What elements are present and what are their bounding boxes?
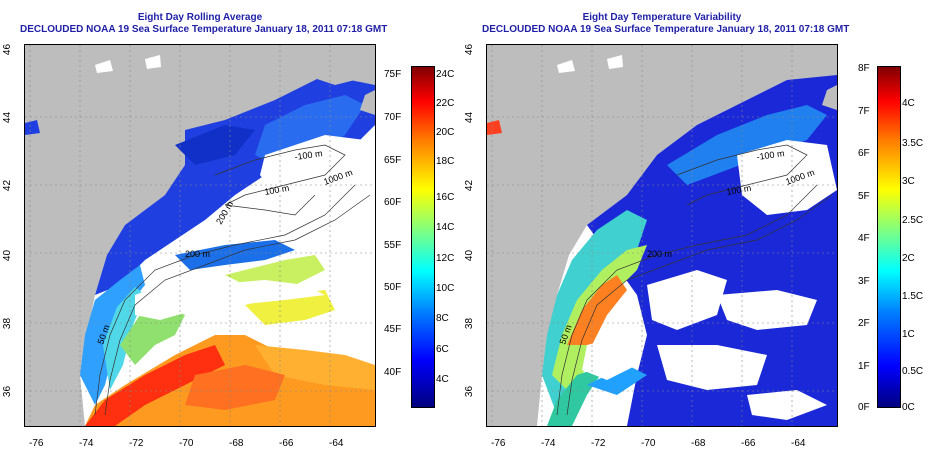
left-cb-f-label: 65F (384, 155, 402, 166)
right-cb-f-label: 3F (858, 276, 870, 287)
left-x-tick: -70 (179, 438, 194, 449)
left-x-tick: -72 (129, 438, 144, 449)
right-cb-f-label: 1F (858, 361, 870, 372)
left-cb-c-label: 24C (436, 69, 455, 80)
left-x-tick: -64 (329, 438, 344, 449)
left-cb-c-label: 12C (436, 253, 455, 264)
left-cb-c-label: 16C (436, 192, 455, 203)
right-cb-f-label: 2F (858, 318, 870, 329)
left-y-tick: 46 (2, 43, 14, 56)
right-contour-label: -100 m (756, 148, 785, 162)
sst-variability-map-svg: -100 m 1000 m 100 m 200 m 50 m (487, 45, 837, 426)
right-cb-f-label: 0F (858, 402, 870, 413)
left-contour-label: 100 m (264, 183, 290, 197)
left-y-tick: 44 (2, 111, 14, 124)
right-cb-f-label: 6F (858, 148, 870, 159)
right-cb-f-label: 5F (858, 191, 870, 202)
right-x-tick: -70 (641, 438, 656, 449)
left-y-tick: 38 (2, 317, 14, 330)
right-y-tick: 36 (464, 385, 476, 398)
left-x-tick: -76 (29, 438, 44, 449)
right-x-tick: -76 (491, 438, 506, 449)
left-contour-label: -100 m (294, 148, 323, 162)
right-cb-f-label: 7F (858, 106, 870, 117)
right-cb-f-label: 4F (858, 233, 870, 244)
left-y-tick: 42 (2, 179, 14, 192)
left-cb-c-label: 10C (436, 283, 455, 294)
right-y-tick: 38 (464, 317, 476, 330)
left-cb-c-label: 22C (436, 98, 455, 109)
sst-average-map: -100 m 1000 m 200 m 100 m 50 m 200 m (24, 44, 376, 427)
left-cb-c-label: 14C (436, 222, 455, 233)
right-x-tick: -74 (541, 438, 556, 449)
left-cb-f-label: 50F (384, 282, 402, 293)
right-contour-label: 200 m (647, 249, 672, 259)
left-title-line2: DECLOUDED NOAA 19 Sea Surface Temperatur… (20, 24, 388, 35)
left-x-tick: -66 (279, 438, 294, 449)
sst-variability-map: -100 m 1000 m 100 m 200 m 50 m (486, 44, 838, 427)
right-y-tick: 42 (464, 179, 476, 192)
right-cb-c-label: 3C (902, 176, 915, 187)
left-contour-label: 200 m (185, 249, 210, 259)
left-x-tick: -74 (79, 438, 94, 449)
left-cb-f-label: 40F (384, 367, 402, 378)
right-cb-c-label: 1C (902, 329, 915, 340)
right-title-line2: DECLOUDED NOAA 19 Sea Surface Temperatur… (482, 24, 850, 35)
sst-variability-colorbar (877, 66, 901, 408)
left-cb-c-label: 18C (436, 156, 455, 167)
right-cb-c-label: 0.5C (902, 366, 924, 377)
right-cb-c-label: 3.5C (902, 138, 924, 149)
left-cb-c-label: 6C (436, 344, 449, 355)
left-x-tick: -68 (229, 438, 244, 449)
left-title-line1: Eight Day Rolling Average (137, 12, 263, 23)
right-map-title: Eight Day Temperature Variability DECLOU… (482, 12, 850, 36)
right-contour-label: 100 m (726, 183, 752, 197)
right-y-tick: 44 (464, 111, 476, 124)
sst-average-colorbar (411, 66, 435, 408)
left-y-tick: 40 (2, 249, 14, 262)
right-x-tick: -68 (691, 438, 706, 449)
right-title-line1: Eight Day Temperature Variability (582, 12, 742, 23)
right-x-tick: -72 (591, 438, 606, 449)
right-cb-c-label: 1.5C (902, 291, 924, 302)
right-cb-c-label: 0C (902, 402, 915, 413)
right-cb-f-label: 8F (858, 63, 870, 74)
right-cb-c-label: 2C (902, 253, 915, 264)
right-y-tick: 40 (464, 249, 476, 262)
left-cb-c-label: 20C (436, 127, 455, 138)
right-x-tick: -66 (741, 438, 756, 449)
left-cb-c-label: 8C (436, 313, 449, 324)
left-cb-f-label: 75F (384, 69, 402, 80)
left-cb-f-label: 45F (384, 324, 402, 335)
left-cb-f-label: 70F (384, 112, 402, 123)
left-cb-f-label: 55F (384, 240, 402, 251)
right-cb-c-label: 4C (902, 98, 915, 109)
sst-average-map-svg: -100 m 1000 m 200 m 100 m 50 m 200 m (25, 45, 375, 426)
right-x-tick: -64 (791, 438, 806, 449)
left-cb-c-label: 4C (436, 374, 449, 385)
left-cb-f-label: 60F (384, 197, 402, 208)
right-cb-c-label: 2.5C (902, 215, 924, 226)
right-y-tick: 46 (464, 43, 476, 56)
left-y-tick: 36 (2, 385, 14, 398)
left-map-title: Eight Day Rolling Average DECLOUDED NOAA… (20, 12, 388, 36)
